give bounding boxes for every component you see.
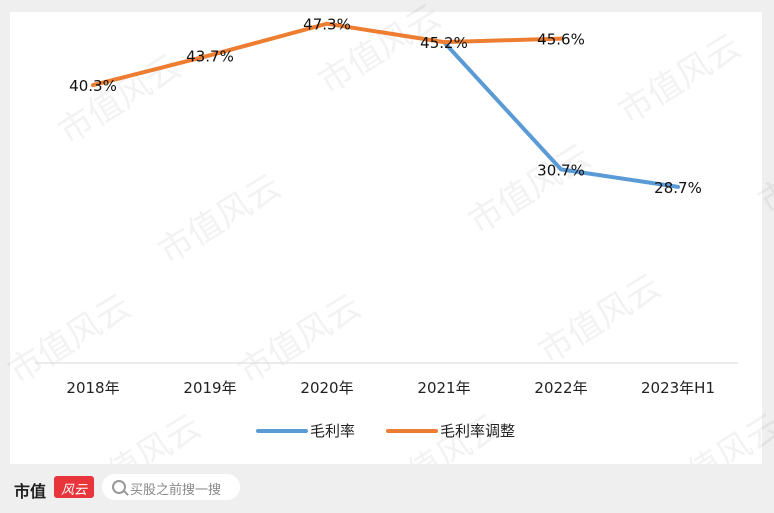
data-label: 28.7% bbox=[654, 179, 702, 197]
data-label: 45.6% bbox=[537, 31, 585, 49]
x-tick-label: 2019年 bbox=[183, 379, 236, 397]
data-label: 30.7% bbox=[537, 161, 585, 179]
data-labels: 30.7% 28.7% 40.3% 43.7% 47.3% 45.2% 45.6% bbox=[69, 16, 702, 197]
brand-logo-badge-text: 风云 bbox=[60, 483, 87, 498]
brand-logo-text: 市值 bbox=[14, 482, 47, 501]
series-line-1 bbox=[91, 21, 563, 88]
x-tick-labels: 2018年 2019年 2020年 2021年 2022年 2023年H1 bbox=[66, 379, 715, 397]
legend: 毛利率 毛利率调整 bbox=[256, 422, 515, 440]
x-tick-label: 2018年 bbox=[66, 379, 119, 397]
data-label: 43.7% bbox=[186, 47, 234, 65]
search-box[interactable]: 买股之前搜一搜 bbox=[102, 474, 240, 500]
legend-label: 毛利率调整 bbox=[440, 422, 515, 440]
x-tick-label: 2020年 bbox=[300, 379, 353, 397]
data-label: 45.2% bbox=[420, 34, 468, 52]
x-tick-label: 2021年 bbox=[417, 379, 470, 397]
x-tick-label: 2023年H1 bbox=[641, 379, 715, 397]
line-chart: 2018年 2019年 2020年 2021年 2022年 2023年H1 30.7% 28… bbox=[35, 16, 738, 440]
search-icon bbox=[112, 480, 126, 494]
x-tick-label: 2022年 bbox=[534, 379, 587, 397]
series-lines bbox=[91, 21, 680, 189]
footer-bar: 市值 风云 买股之前搜一搜 bbox=[0, 464, 774, 512]
data-label: 40.3% bbox=[69, 77, 117, 95]
series-line-0 bbox=[442, 40, 680, 189]
brand-logo-badge: 风云 bbox=[54, 476, 94, 498]
search-placeholder: 买股之前搜一搜 bbox=[130, 483, 222, 498]
legend-label: 毛利率 bbox=[310, 422, 355, 440]
data-label: 47.3% bbox=[303, 16, 351, 34]
